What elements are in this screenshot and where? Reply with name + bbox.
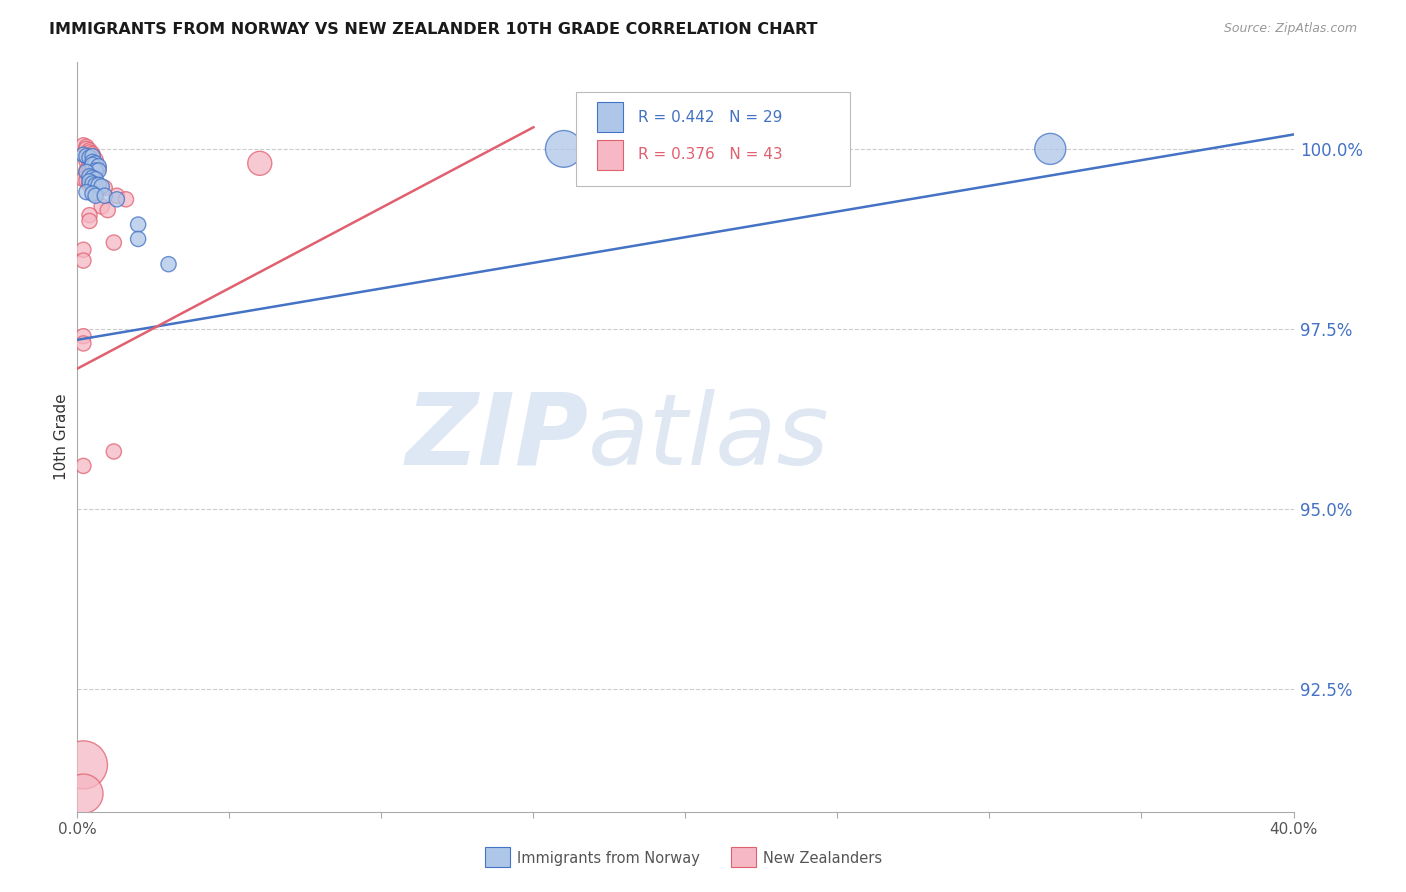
Point <box>87 161 110 176</box>
Point <box>82 147 104 161</box>
Point <box>72 329 94 343</box>
Point <box>79 144 101 158</box>
Point <box>72 253 94 268</box>
Point <box>75 140 97 154</box>
Point <box>82 186 104 201</box>
Point <box>82 177 104 191</box>
Point <box>75 173 97 187</box>
Point <box>79 170 101 185</box>
Point <box>84 178 107 192</box>
Point <box>1039 142 1062 156</box>
Point <box>84 156 107 170</box>
Point <box>82 158 104 172</box>
Point <box>82 179 104 194</box>
Point <box>72 138 94 153</box>
Point <box>79 178 101 192</box>
Point <box>75 149 97 163</box>
Point <box>75 163 97 178</box>
Text: atlas: atlas <box>588 389 830 485</box>
Point <box>105 192 128 206</box>
Point <box>249 156 271 170</box>
Point <box>90 179 112 194</box>
Y-axis label: 10th Grade: 10th Grade <box>53 393 69 481</box>
Point <box>75 165 97 179</box>
Point <box>84 188 107 202</box>
Point <box>72 336 94 351</box>
Point <box>84 185 107 199</box>
Point <box>84 172 107 186</box>
Point <box>79 174 101 188</box>
Text: IMMIGRANTS FROM NORWAY VS NEW ZEALANDER 10TH GRADE CORRELATION CHART: IMMIGRANTS FROM NORWAY VS NEW ZEALANDER … <box>49 22 818 37</box>
Point <box>84 163 107 178</box>
Point <box>79 151 101 165</box>
Point <box>127 218 149 232</box>
Point <box>72 172 94 186</box>
Point <box>79 214 101 228</box>
Point <box>82 167 104 181</box>
Point <box>82 149 104 163</box>
Point <box>75 169 97 183</box>
Text: New Zealanders: New Zealanders <box>763 851 883 865</box>
Point <box>87 178 110 192</box>
Point <box>79 165 101 179</box>
Point <box>90 200 112 214</box>
Point <box>105 188 128 202</box>
Point <box>97 203 120 218</box>
Point <box>553 142 575 156</box>
Point <box>82 177 104 191</box>
Point <box>79 145 101 160</box>
FancyBboxPatch shape <box>576 93 849 186</box>
Point <box>87 163 110 178</box>
Point <box>103 235 125 250</box>
Bar <box>596 103 623 132</box>
Point <box>127 232 149 246</box>
Point <box>93 181 115 195</box>
Point <box>82 158 104 172</box>
Text: Source: ZipAtlas.com: Source: ZipAtlas.com <box>1223 22 1357 36</box>
Point <box>79 208 101 222</box>
Point <box>79 156 101 170</box>
Point <box>72 787 94 801</box>
Point <box>103 444 125 458</box>
Point <box>87 159 110 173</box>
Point <box>72 243 94 257</box>
Point <box>79 169 101 184</box>
Point <box>82 149 104 163</box>
Point <box>75 185 97 199</box>
Text: ZIP: ZIP <box>405 389 588 485</box>
Point <box>157 257 180 271</box>
Text: Immigrants from Norway: Immigrants from Norway <box>517 851 700 865</box>
Point <box>79 175 101 189</box>
Point <box>75 154 97 169</box>
Point <box>84 160 107 174</box>
Text: R = 0.442   N = 29: R = 0.442 N = 29 <box>638 110 782 125</box>
Point <box>75 142 97 156</box>
Point <box>72 758 94 772</box>
Bar <box>596 140 623 169</box>
Point <box>93 188 115 202</box>
Point <box>82 170 104 185</box>
Point <box>72 147 94 161</box>
Point <box>84 153 107 167</box>
Point <box>79 151 101 165</box>
Point <box>115 192 138 206</box>
Point <box>72 458 94 473</box>
Text: R = 0.376   N = 43: R = 0.376 N = 43 <box>638 147 783 162</box>
Point <box>82 154 104 169</box>
